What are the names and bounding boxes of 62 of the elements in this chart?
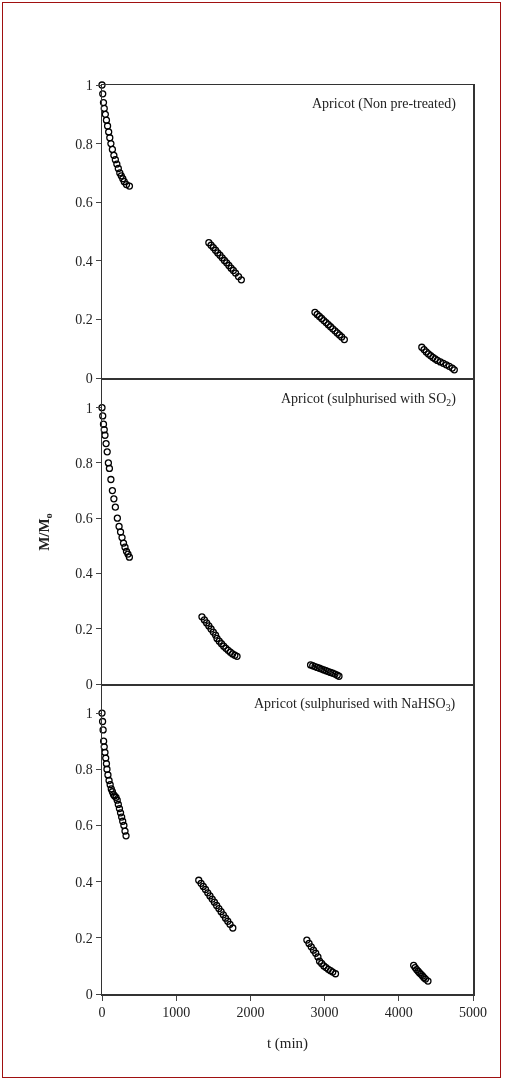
point: [122, 547, 131, 555]
point: [111, 503, 120, 511]
point: [113, 514, 122, 522]
y-tick-label: 1: [85, 400, 93, 416]
y-tick-label: 0.8: [75, 762, 93, 778]
y-tick-label: 0.8: [75, 455, 93, 471]
y-tick-label: 0.2: [75, 312, 93, 328]
point: [118, 533, 126, 542]
x-tick-label: 5000: [459, 1005, 487, 1021]
point: [101, 431, 109, 439]
point: [211, 631, 220, 639]
point: [119, 539, 128, 547]
point: [207, 625, 215, 633]
point: [102, 439, 110, 448]
text: Apricot (sulphurised with NaHSO$_{3}$): [254, 696, 456, 713]
point: [98, 403, 106, 412]
point: [200, 616, 209, 624]
point: [326, 668, 335, 677]
point: [215, 637, 223, 645]
point: [108, 486, 117, 495]
y-tick-label: 0.4: [75, 874, 93, 890]
y-tick-label: 1: [85, 705, 93, 721]
x-tick-label: 0: [98, 1005, 106, 1021]
text: Apricot (sulphurised with SO$_{2}$): [281, 391, 457, 408]
point: [202, 619, 211, 627]
point: [110, 495, 118, 503]
y-tick-label: 0.4: [75, 253, 93, 269]
y-tick-label: 0.2: [75, 621, 93, 637]
y-tick-label: 0: [85, 986, 93, 1002]
y-tick-label: 0.8: [75, 136, 93, 152]
point: [104, 459, 113, 467]
x-tick-label: 4000: [384, 1005, 413, 1021]
point: [107, 475, 115, 484]
y-tick-label: 0.6: [75, 511, 93, 527]
point: [125, 553, 134, 561]
point: [198, 613, 206, 621]
y-tick-label: 0.6: [75, 818, 93, 834]
point: [105, 464, 114, 473]
y-tick-label: 0.4: [75, 566, 93, 582]
point: [103, 448, 111, 456]
y-tick-label: 0.2: [75, 930, 93, 946]
point: [100, 426, 108, 434]
point: [217, 640, 226, 648]
x-tick-label: 2000: [236, 1005, 265, 1021]
x-tick-label: 1000: [162, 1005, 191, 1021]
x-axis-title: t (min): [266, 1035, 309, 1053]
point: [99, 412, 107, 420]
y-tick-label: 0.6: [75, 195, 93, 211]
point: [306, 661, 315, 669]
x-tick-label: 3000: [310, 1005, 339, 1021]
point: [213, 634, 221, 643]
point: [205, 622, 213, 630]
point: [121, 543, 129, 551]
point: [99, 420, 108, 428]
point: [115, 522, 123, 531]
text: Apricot (Non pre-treated): [312, 96, 457, 112]
y-tick-label: 0: [85, 370, 93, 386]
point: [116, 528, 125, 536]
y-tick-label: 1: [85, 77, 93, 93]
point: [209, 628, 217, 636]
point: [124, 550, 132, 558]
y-tick-label: 0: [85, 676, 93, 692]
